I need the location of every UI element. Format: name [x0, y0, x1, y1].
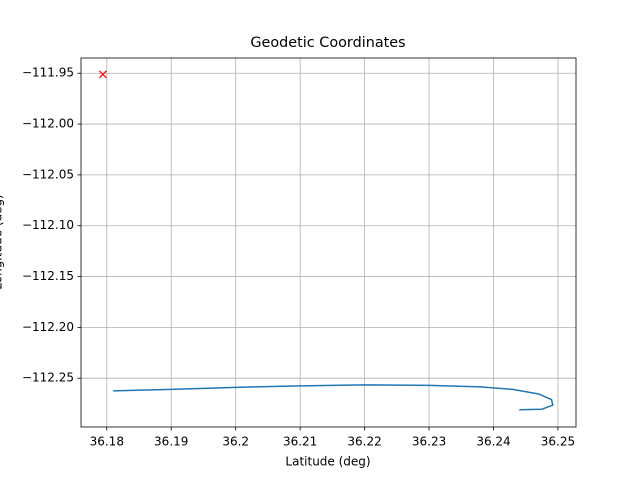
x-tick-label: 36.24: [476, 435, 510, 449]
x-tick-label: 36.21: [283, 435, 317, 449]
chart-title: Geodetic Coordinates: [250, 35, 405, 51]
y-tick-label: −111.95: [22, 66, 74, 80]
plot-area: [98, 70, 554, 411]
x-tick-label: 36.18: [90, 435, 124, 449]
trajectory-line: [113, 384, 554, 411]
grid: [81, 58, 576, 427]
x-tick-label: 36.19: [154, 435, 188, 449]
y-tick-label: −112.25: [22, 371, 74, 385]
y-tick-label: −112.00: [22, 117, 74, 131]
y-tick-label: −112.15: [22, 269, 74, 283]
y-tick-label: −112.10: [22, 218, 74, 232]
x-tick-label: 36.23: [412, 435, 446, 449]
axes-frame: [80, 57, 577, 428]
x-tick-label: 36.2: [222, 435, 249, 449]
y-tick-label: −112.20: [22, 320, 74, 334]
x-axis-label: Latitude (deg): [285, 455, 370, 469]
x-tick-label: 36.22: [347, 435, 381, 449]
point-marker: [98, 70, 107, 79]
x-tick-label: 36.25: [541, 435, 575, 449]
y-axis-label: Longitude (deg): [0, 194, 5, 289]
y-tick-label: −112.05: [22, 167, 74, 181]
